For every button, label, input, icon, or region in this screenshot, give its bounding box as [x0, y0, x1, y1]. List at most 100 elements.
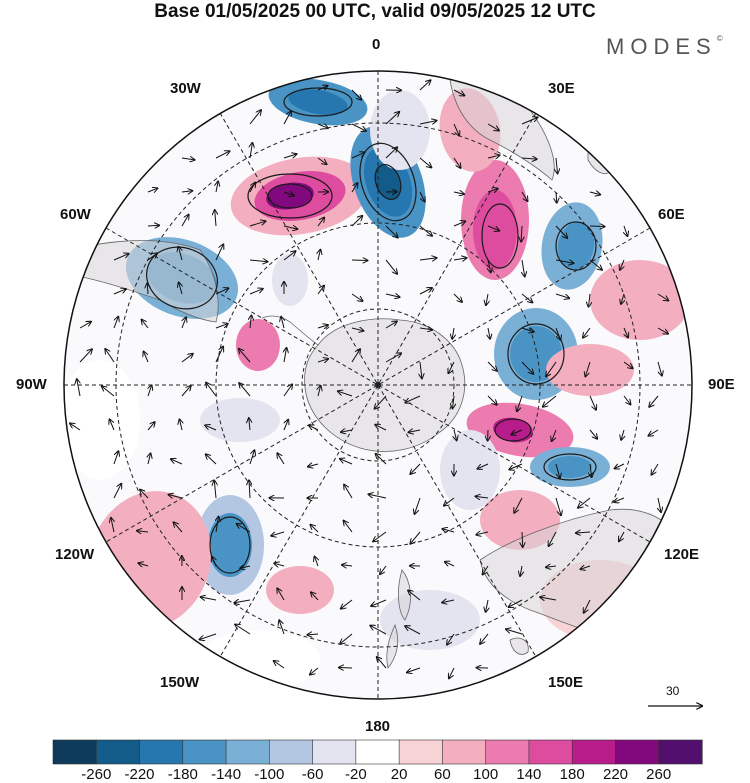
wind-arrow	[521, 118, 538, 125]
wind-arrow	[419, 288, 432, 295]
wind-arrow	[445, 562, 455, 566]
colorbar-tick-label: -180	[167, 766, 198, 783]
wind-arrow	[373, 531, 387, 541]
anomaly-blob	[546, 344, 634, 396]
wind-arrow	[517, 395, 523, 411]
lon-label-90e: 90E	[708, 376, 735, 393]
lon-label-30w: 30W	[170, 80, 201, 97]
wind-arrow	[453, 89, 464, 96]
colorbar-swatch	[355, 739, 400, 765]
wind-arrow	[405, 626, 421, 635]
wind-arrow	[271, 532, 285, 536]
wind-arrow	[486, 293, 488, 305]
wind-arrow	[274, 563, 285, 566]
wind-arrow	[240, 566, 251, 568]
wind-arrow	[351, 89, 361, 100]
colorbar-tick-label: -60	[301, 766, 324, 783]
wind-arrow	[234, 600, 251, 603]
wind-arrow	[589, 192, 600, 195]
wind-arrow	[480, 633, 489, 644]
wind-arrow	[488, 259, 491, 272]
wind-arrow	[453, 221, 465, 227]
colorbar-swatch	[95, 739, 141, 765]
wind-arrow	[369, 494, 387, 499]
wind-arrow	[79, 322, 91, 329]
wind-arrow	[181, 191, 192, 192]
wind-arrow	[148, 454, 151, 465]
wind-arrow	[178, 247, 182, 261]
wind-arrow	[486, 599, 488, 612]
wind-arrow	[249, 260, 267, 262]
wind-arrow	[514, 497, 523, 513]
wind-arrow	[147, 422, 155, 431]
wind-arrow	[589, 429, 597, 439]
wind-arrow	[371, 599, 387, 606]
wind-arrow	[138, 563, 149, 566]
wind-arrow	[250, 143, 252, 159]
wind-arrow	[581, 566, 591, 569]
wind-arrow	[181, 158, 195, 160]
wind-arrow	[649, 395, 659, 407]
wind-arrow	[311, 592, 319, 601]
wind-arrow	[442, 529, 455, 532]
wind-arrow	[113, 317, 118, 329]
wind-arrow	[453, 157, 461, 168]
wind-arrow	[169, 495, 183, 498]
wind-arrow	[216, 517, 219, 533]
wind-arrow	[351, 293, 363, 301]
wind-arrow	[453, 258, 467, 260]
copyright-mark: ©	[716, 34, 723, 43]
lon-label-60e: 60E	[658, 206, 685, 223]
wind-arrow	[476, 532, 489, 535]
wind-arrow	[249, 289, 263, 295]
wind-arrow	[249, 221, 266, 227]
wind-arrow	[317, 218, 324, 227]
wind-arrow	[249, 110, 261, 125]
wind-arrow	[283, 251, 296, 261]
wind-arrow	[487, 395, 497, 405]
modes-logo: MODES©	[606, 34, 723, 60]
wind-arrow	[488, 327, 490, 339]
wind-arrow	[621, 293, 624, 304]
wind-arrow	[521, 191, 528, 201]
wind-arrow	[281, 317, 284, 329]
wind-arrow	[555, 497, 561, 515]
lon-label-150w: 150W	[160, 674, 200, 691]
wind-arrow	[351, 216, 362, 227]
map-border	[63, 70, 693, 700]
colorbar-swatch	[225, 739, 270, 765]
wind-arrow	[511, 429, 523, 435]
anomaly-blob	[208, 513, 252, 577]
wind-arrow	[181, 386, 191, 397]
wind-arrow	[380, 565, 387, 574]
contour-lines	[146, 87, 597, 574]
wind-arrow	[140, 490, 149, 499]
anomaly-blob	[236, 319, 280, 371]
colorbar-tick-label: -20	[345, 766, 367, 783]
lon-label-0: 0	[372, 36, 381, 53]
wind-arrow	[576, 532, 591, 533]
anomaly-blob	[200, 398, 280, 442]
wind-arrow	[624, 225, 627, 236]
wind-arrow	[487, 225, 499, 231]
wind-arrow	[584, 599, 591, 613]
wind-arrow	[415, 497, 421, 514]
colorbar-tick-label: 60	[434, 766, 451, 783]
colorbar-swatch	[615, 739, 660, 765]
wind-arrow	[543, 395, 557, 407]
wind-arrow	[212, 557, 216, 567]
wind-arrow	[317, 86, 328, 90]
wind-arrow	[447, 633, 455, 645]
wind-arrow	[315, 557, 319, 567]
colorbar-swatch	[182, 739, 227, 765]
wind-arrow	[652, 463, 659, 475]
wind-arrow	[453, 192, 464, 194]
wind-arrow	[385, 147, 397, 159]
wind-arrow	[283, 385, 292, 397]
wind-arrow	[556, 191, 557, 203]
wind-arrow	[615, 463, 625, 469]
wind-arrow	[385, 294, 400, 297]
wind-arrow	[521, 293, 532, 302]
colorbar-swatch	[139, 739, 184, 765]
